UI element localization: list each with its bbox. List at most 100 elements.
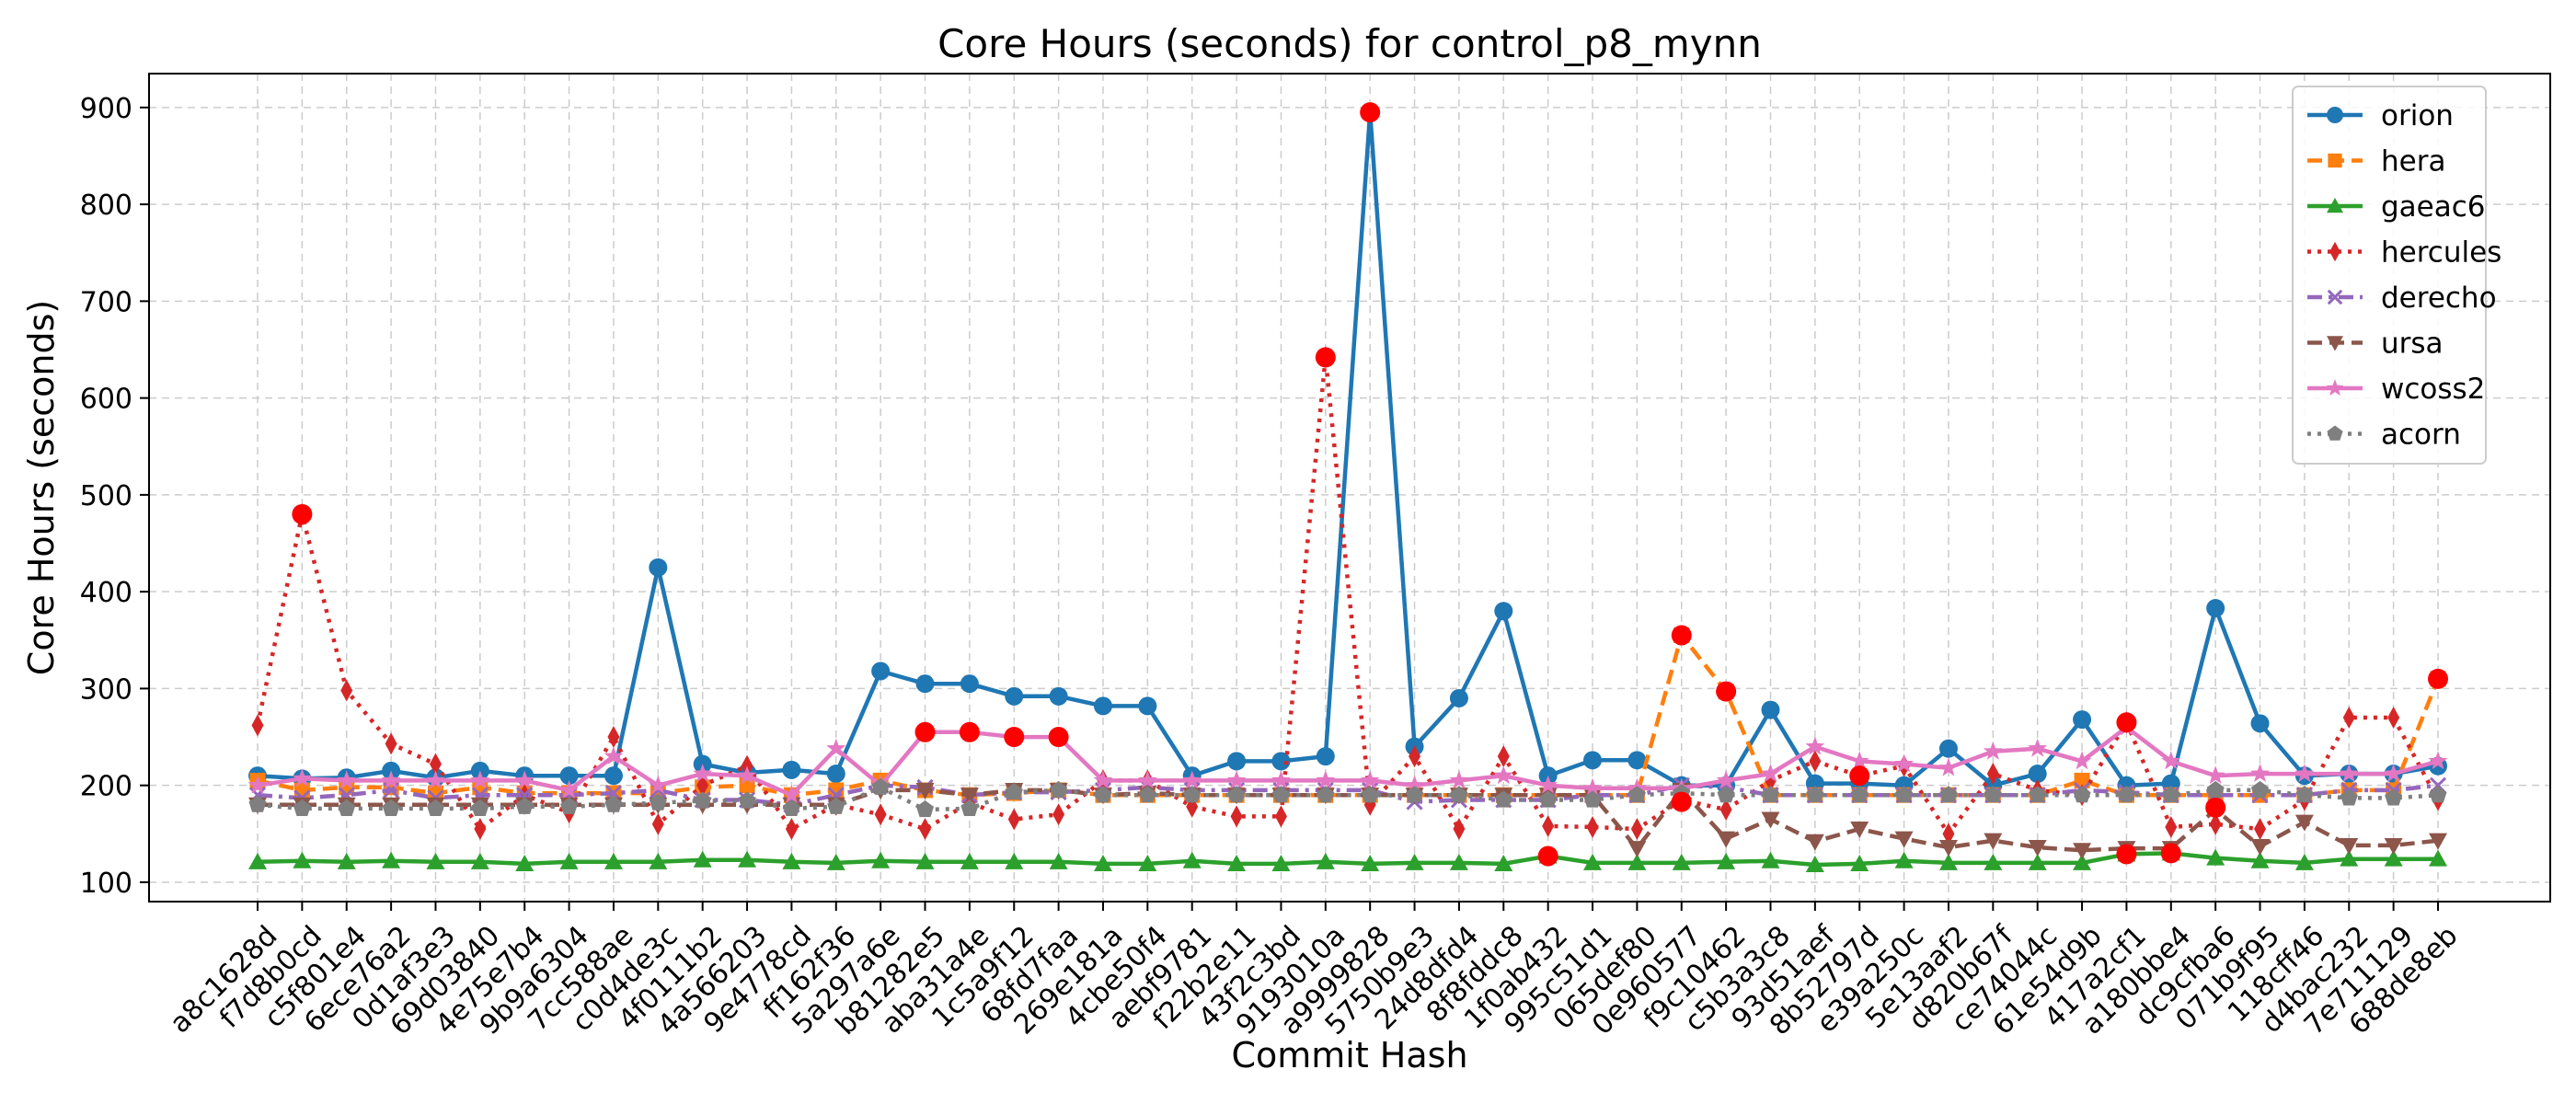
- data-point-gaeac6: [1494, 854, 1513, 871]
- data-point-orion: [2028, 765, 2047, 784]
- data-point-ursa: [1984, 833, 2003, 850]
- data-point-hercules: [1453, 818, 1466, 841]
- data-point-orion: [2206, 599, 2225, 618]
- data-point-acorn: [2295, 786, 2314, 803]
- data-point-acorn: [1050, 780, 1068, 798]
- data-point-hercules: [429, 753, 442, 776]
- legend-swatch-marker: [2327, 198, 2343, 213]
- data-point-wcoss2: [1093, 770, 1113, 789]
- data-point-gaeac6: [337, 852, 356, 869]
- data-point-orion: [2250, 714, 2270, 733]
- data-point-gaeac6: [693, 850, 712, 868]
- legend-label: ursa: [2381, 328, 2444, 361]
- y-tick-label: 700: [80, 286, 132, 318]
- data-point-gaeac6: [1894, 851, 1914, 868]
- data-point-acorn: [604, 795, 623, 812]
- data-point-gaeac6: [1005, 852, 1024, 869]
- data-point-orion: [2073, 710, 2092, 730]
- legend-item-derecho: derecho: [2307, 282, 2497, 315]
- data-point-acorn: [827, 797, 845, 814]
- data-point-wcoss2: [1849, 751, 1869, 770]
- data-point-wcoss2: [604, 746, 624, 765]
- data-point-acorn: [2429, 786, 2447, 803]
- data-point-acorn: [1850, 786, 1869, 803]
- data-point-ursa: [1894, 831, 1914, 848]
- data-point-wcoss2: [2428, 751, 2448, 770]
- series-line-derecho: [257, 783, 2439, 807]
- data-point-acorn: [1094, 786, 1112, 803]
- data-point-gaeac6: [1271, 854, 1291, 871]
- data-point-acorn: [1317, 786, 1335, 803]
- data-point-gaeac6: [426, 852, 445, 869]
- data-point-acorn: [1005, 783, 1023, 800]
- legend-swatch-marker: [2327, 289, 2343, 305]
- legend-swatch-marker: [2328, 153, 2342, 168]
- data-point-acorn: [1939, 786, 1958, 803]
- data-point-gaeac6: [1182, 851, 1202, 868]
- data-point-ursa: [960, 788, 979, 805]
- legend-swatch-marker: [2326, 379, 2344, 396]
- series-gaeac6: [248, 844, 2447, 872]
- data-point-acorn: [1539, 790, 1558, 808]
- data-point-gaeac6: [604, 852, 623, 869]
- legend-item-hercules: hercules: [2307, 236, 2501, 270]
- data-point-acorn: [2073, 786, 2091, 803]
- data-point-wcoss2: [737, 765, 757, 785]
- data-point-orion: [1049, 686, 1068, 706]
- data-point-acorn: [2206, 780, 2225, 798]
- data-point-hercules: [251, 714, 264, 737]
- data-point-acorn: [2340, 788, 2358, 806]
- data-point-ursa: [1850, 822, 1869, 839]
- data-point-gaeac6: [2429, 849, 2447, 867]
- data-point-orion: [1271, 752, 1291, 771]
- data-point-hercules: [651, 812, 664, 835]
- data-point-acorn: [1895, 786, 1914, 803]
- data-point-hercules: [607, 726, 620, 749]
- legend-item-hera: hera: [2307, 145, 2445, 178]
- highlight-point: [1315, 347, 1336, 368]
- data-point-acorn: [649, 793, 667, 811]
- data-point-hercules: [1986, 763, 1999, 786]
- data-point-acorn: [2117, 786, 2135, 803]
- legend-label: derecho: [2381, 282, 2497, 315]
- legend-label: gaeac6: [2381, 190, 2486, 224]
- data-point-wcoss2: [381, 770, 401, 789]
- data-point-hercules: [2254, 818, 2267, 841]
- data-point-ursa: [2384, 837, 2403, 855]
- series-line-hercules: [255, 355, 2440, 836]
- data-point-acorn: [1361, 786, 1379, 803]
- data-point-wcoss2: [2250, 764, 2270, 782]
- data-point-ursa: [1761, 811, 1780, 829]
- highlight-point: [1849, 765, 1870, 787]
- data-point-orion: [782, 760, 801, 779]
- data-point-orion: [1449, 688, 1468, 707]
- data-point-hercules: [1942, 822, 1955, 845]
- data-point-ursa: [915, 782, 935, 799]
- data-point-acorn: [471, 799, 489, 816]
- data-point-acorn: [1271, 786, 1290, 803]
- data-point-gaeac6: [382, 851, 401, 868]
- data-point-gaeac6: [559, 852, 579, 869]
- data-point-wcoss2: [426, 770, 445, 789]
- data-point-acorn: [515, 797, 534, 814]
- data-point-orion: [559, 766, 579, 786]
- plot-frame: [148, 73, 2551, 903]
- data-point-hercules: [2165, 815, 2178, 838]
- data-point-wcoss2: [1493, 765, 1513, 785]
- data-point-orion: [1093, 696, 1112, 716]
- data-point-hercules: [340, 679, 353, 702]
- data-point-acorn: [2162, 786, 2180, 803]
- data-point-orion: [1316, 747, 1335, 766]
- highlight-layer: [292, 102, 2448, 867]
- data-point-gaeac6: [826, 853, 845, 870]
- data-point-gaeac6: [248, 852, 267, 869]
- data-point-acorn: [694, 791, 712, 809]
- data-point-hercules: [1007, 808, 1020, 831]
- y-tick-label: 800: [80, 190, 132, 222]
- y-axis-label: Core Hours (seconds): [21, 300, 62, 675]
- data-point-orion: [1138, 696, 1157, 716]
- data-point-orion: [960, 674, 979, 694]
- highlight-point: [2205, 797, 2226, 818]
- highlight-point: [1360, 102, 1381, 123]
- data-point-gaeac6: [1850, 854, 1869, 871]
